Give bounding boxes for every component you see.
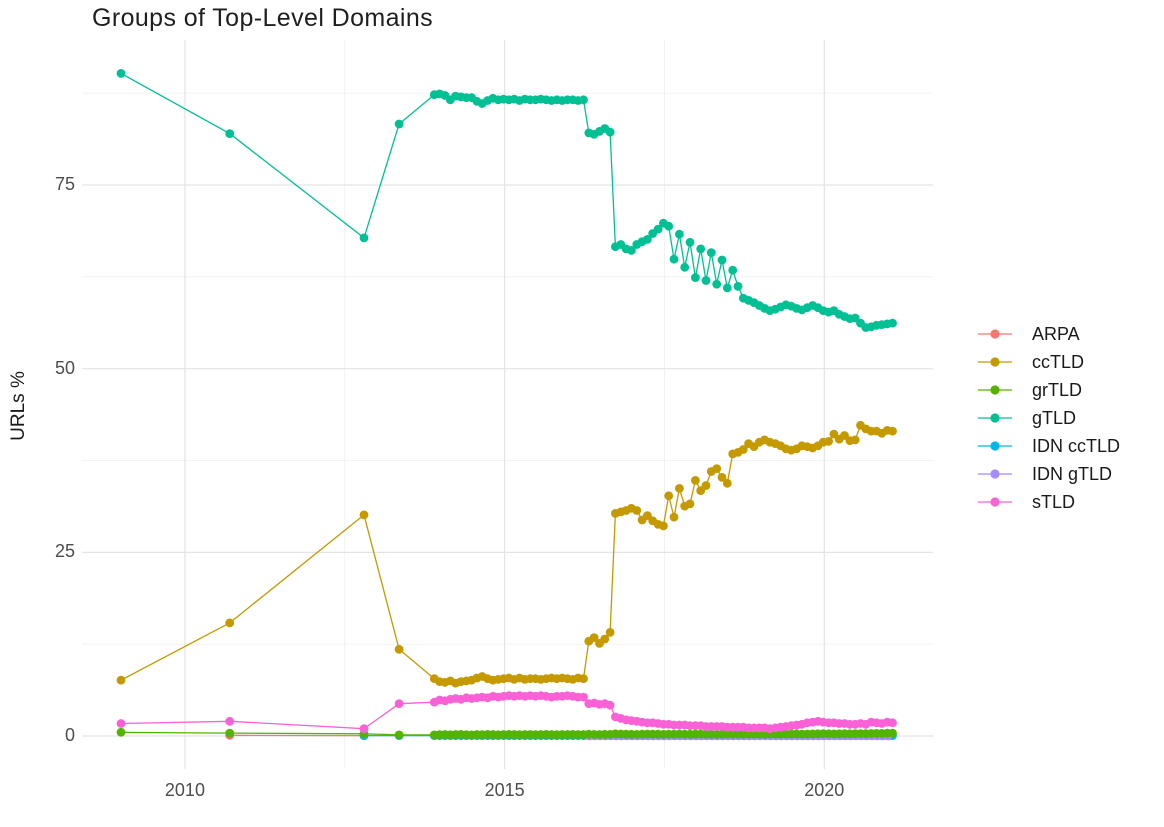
legend-key-icon — [978, 469, 1012, 479]
x-tick-label: 2010 — [164, 780, 205, 800]
legend-key-icon — [978, 441, 1012, 451]
legend-key-icon — [978, 497, 1012, 507]
series-arpa — [225, 730, 369, 740]
legend-item-arpa: ARPA — [978, 320, 1120, 348]
legend-key-icon — [978, 413, 1012, 423]
legend-item-label: grTLD — [1032, 379, 1083, 400]
legend-key-icon — [978, 329, 1012, 339]
chart-title: Groups of Top-Level Domains — [92, 4, 434, 32]
legend-key-icon — [978, 385, 1012, 395]
series-grtld — [116, 727, 897, 740]
legend-item-label: ccTLD — [1032, 351, 1085, 372]
series-stld — [116, 691, 897, 734]
y-tick-label: 25 — [54, 541, 75, 562]
x-tick-label: 2020 — [804, 780, 845, 800]
legend-item-label: gTLD — [1032, 407, 1077, 428]
legend-item-grtld: grTLD — [978, 376, 1120, 404]
series-cctld — [116, 420, 897, 688]
y-axis-title: URLs % — [8, 371, 29, 441]
legend-item-idn-gtld: IDN gTLD — [978, 460, 1120, 488]
legend-key-icon — [978, 357, 1012, 367]
legend: ARPA ccTLD grTLD gTLD IDN ccTLD IDN gTLD sTLD — [978, 320, 1120, 516]
legend-item-gtld: gTLD — [978, 404, 1120, 432]
legend-item-label: sTLD — [1032, 491, 1076, 512]
y-tick-label: 50 — [54, 357, 75, 378]
legend-item-label: IDN gTLD — [1032, 463, 1113, 484]
y-tick-label: 75 — [54, 174, 75, 195]
gridlines — [82, 40, 933, 769]
legend-item-stld: sTLD — [978, 488, 1120, 516]
x-tick-label: 2015 — [484, 780, 525, 800]
y-tick-label: 0 — [64, 725, 75, 745]
series-gtld — [116, 69, 897, 332]
legend-item-idn-cctld: IDN ccTLD — [978, 432, 1120, 460]
legend-item-label: IDN ccTLD — [1032, 435, 1121, 456]
legend-item-cctld: ccTLD — [978, 348, 1120, 376]
legend-item-label: ARPA — [1032, 323, 1080, 344]
